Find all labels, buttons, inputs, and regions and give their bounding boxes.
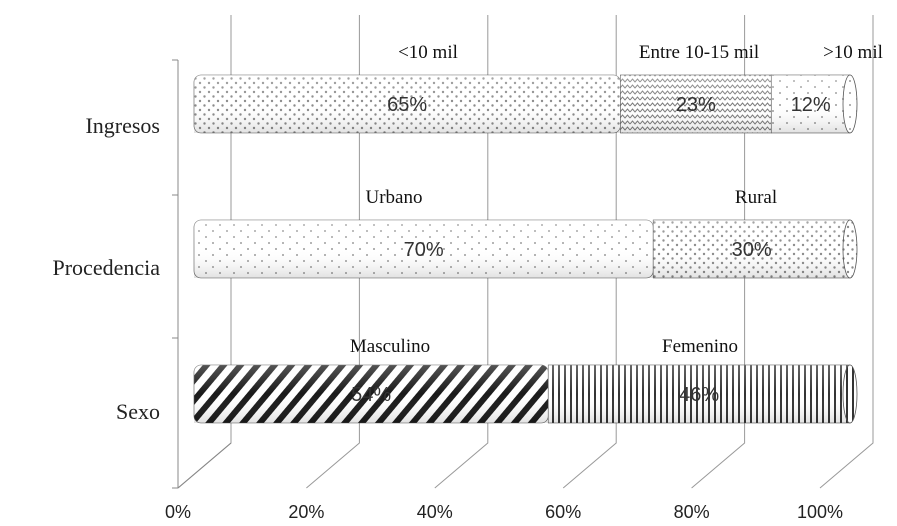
gridline bbox=[562, 15, 617, 489]
bar-segment-shade bbox=[548, 365, 850, 423]
gridline bbox=[306, 15, 360, 489]
bars-layer bbox=[193, 74, 858, 424]
category-label: Procedencia bbox=[53, 255, 161, 280]
segment-label: Femenino bbox=[662, 336, 738, 357]
gridline bbox=[691, 15, 746, 489]
bar-segment-shade bbox=[653, 220, 850, 278]
data-label: 23% bbox=[676, 94, 716, 116]
data-label: 30% bbox=[732, 239, 772, 261]
grid-layer bbox=[172, 15, 874, 489]
x-tick-label: 20% bbox=[288, 502, 324, 522]
category-label: Ingresos bbox=[85, 113, 160, 138]
bar-segment-shade bbox=[620, 75, 772, 133]
x-tick-label: 80% bbox=[674, 502, 710, 522]
data-label: 54% bbox=[351, 384, 391, 406]
bar-end-cap bbox=[842, 364, 858, 424]
data-label: 65% bbox=[387, 94, 427, 116]
data-label: 46% bbox=[679, 384, 719, 406]
gridline bbox=[819, 15, 874, 489]
bar-end-cap bbox=[842, 74, 858, 134]
bar-segment-shade bbox=[194, 75, 621, 133]
labels-layer: 0% 20% 40% 60% 80% 100% Ingresos Procedencia Sex… bbox=[53, 42, 883, 522]
segment-label: Entre 10-15 mil bbox=[639, 42, 759, 63]
x-tick-label: 40% bbox=[417, 502, 453, 522]
gridline bbox=[434, 15, 489, 489]
bar-segment-shade bbox=[194, 220, 654, 278]
segment-label: <10 mil bbox=[398, 42, 458, 63]
data-label: 12% bbox=[791, 94, 831, 116]
bar-segment-shade bbox=[771, 75, 850, 133]
bar-segment-shade bbox=[194, 365, 549, 423]
category-label: Sexo bbox=[116, 399, 160, 424]
x-tick-label: 60% bbox=[545, 502, 581, 522]
x-tick-label: 100% bbox=[797, 502, 843, 522]
data-label: 70% bbox=[404, 239, 444, 261]
bar-end-cap bbox=[842, 219, 858, 279]
x-tick-label: 0% bbox=[165, 502, 191, 522]
segment-label: Urbano bbox=[366, 187, 423, 208]
segment-label: Masculino bbox=[350, 336, 430, 357]
segment-label: >10 mil bbox=[823, 42, 883, 63]
floor-edge bbox=[177, 442, 232, 489]
segment-label: Rural bbox=[735, 187, 777, 208]
